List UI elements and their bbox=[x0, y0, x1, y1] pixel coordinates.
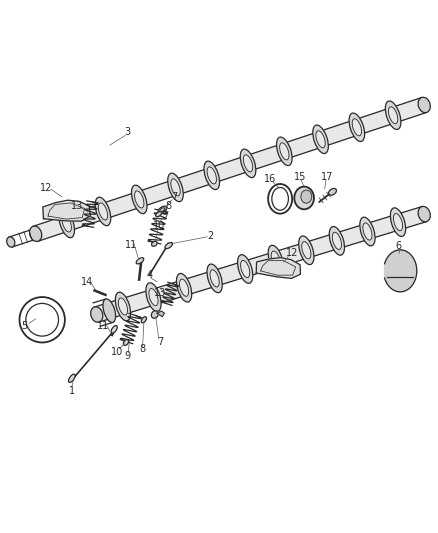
Ellipse shape bbox=[393, 214, 403, 231]
Text: 4: 4 bbox=[147, 270, 153, 280]
Circle shape bbox=[19, 297, 65, 343]
Ellipse shape bbox=[69, 374, 75, 382]
Ellipse shape bbox=[316, 131, 325, 148]
Circle shape bbox=[26, 303, 59, 336]
Ellipse shape bbox=[418, 206, 430, 222]
Ellipse shape bbox=[98, 203, 108, 220]
Polygon shape bbox=[256, 257, 300, 278]
Ellipse shape bbox=[268, 184, 292, 214]
Ellipse shape bbox=[349, 113, 364, 142]
Text: 17: 17 bbox=[321, 172, 333, 182]
Text: 16: 16 bbox=[265, 174, 277, 184]
Ellipse shape bbox=[385, 101, 401, 130]
Ellipse shape bbox=[141, 317, 146, 323]
Ellipse shape bbox=[95, 197, 111, 225]
Text: 5: 5 bbox=[21, 321, 27, 332]
Ellipse shape bbox=[389, 107, 398, 124]
Ellipse shape bbox=[237, 255, 253, 284]
Ellipse shape bbox=[207, 264, 222, 293]
Ellipse shape bbox=[168, 173, 183, 201]
Ellipse shape bbox=[244, 155, 253, 172]
Polygon shape bbox=[157, 311, 164, 317]
Ellipse shape bbox=[146, 283, 161, 311]
Polygon shape bbox=[95, 207, 427, 322]
Ellipse shape bbox=[276, 137, 292, 166]
Ellipse shape bbox=[124, 340, 129, 345]
Ellipse shape bbox=[62, 215, 71, 232]
Ellipse shape bbox=[279, 143, 289, 160]
Text: 10: 10 bbox=[153, 221, 165, 231]
Text: 3: 3 bbox=[124, 127, 131, 137]
Ellipse shape bbox=[171, 179, 180, 196]
Ellipse shape bbox=[91, 307, 103, 322]
Ellipse shape bbox=[240, 261, 250, 278]
Text: 7: 7 bbox=[157, 337, 163, 346]
Ellipse shape bbox=[240, 149, 256, 177]
Ellipse shape bbox=[152, 241, 157, 246]
Ellipse shape bbox=[299, 236, 314, 264]
Ellipse shape bbox=[7, 237, 15, 247]
Polygon shape bbox=[33, 98, 427, 241]
Polygon shape bbox=[43, 200, 90, 221]
Ellipse shape bbox=[151, 311, 158, 318]
Text: 11: 11 bbox=[125, 240, 137, 249]
Text: 9: 9 bbox=[161, 211, 167, 221]
Ellipse shape bbox=[136, 258, 144, 264]
Text: 12: 12 bbox=[40, 183, 53, 193]
Ellipse shape bbox=[352, 119, 361, 136]
Ellipse shape bbox=[332, 232, 342, 249]
Ellipse shape bbox=[313, 125, 328, 154]
Ellipse shape bbox=[134, 191, 144, 208]
Ellipse shape bbox=[271, 251, 280, 268]
Ellipse shape bbox=[155, 212, 162, 217]
Ellipse shape bbox=[363, 223, 372, 240]
Ellipse shape bbox=[302, 241, 311, 259]
Ellipse shape bbox=[149, 288, 158, 306]
Text: 14: 14 bbox=[81, 277, 93, 287]
Ellipse shape bbox=[301, 190, 312, 203]
Ellipse shape bbox=[131, 185, 147, 214]
Ellipse shape bbox=[272, 188, 288, 210]
Text: 8: 8 bbox=[140, 344, 146, 354]
Ellipse shape bbox=[329, 227, 345, 255]
Text: 2: 2 bbox=[207, 231, 213, 241]
Text: 12: 12 bbox=[286, 248, 299, 259]
Ellipse shape bbox=[115, 292, 131, 321]
Text: 6: 6 bbox=[395, 240, 401, 251]
Ellipse shape bbox=[103, 299, 116, 322]
Text: 13: 13 bbox=[154, 288, 166, 298]
Ellipse shape bbox=[160, 208, 165, 212]
Text: 9: 9 bbox=[124, 351, 131, 361]
Ellipse shape bbox=[390, 208, 406, 237]
Ellipse shape bbox=[165, 243, 173, 248]
Ellipse shape bbox=[118, 298, 127, 315]
Text: 7: 7 bbox=[171, 192, 177, 201]
Text: 13: 13 bbox=[71, 201, 83, 211]
Ellipse shape bbox=[158, 206, 166, 213]
Ellipse shape bbox=[180, 279, 189, 296]
Ellipse shape bbox=[29, 226, 42, 241]
Ellipse shape bbox=[294, 187, 314, 209]
Ellipse shape bbox=[111, 326, 117, 333]
Ellipse shape bbox=[177, 273, 192, 302]
Text: 1: 1 bbox=[69, 386, 75, 396]
Text: 15: 15 bbox=[294, 172, 307, 182]
Text: 8: 8 bbox=[166, 201, 172, 211]
Ellipse shape bbox=[59, 209, 74, 238]
Ellipse shape bbox=[360, 217, 375, 246]
Ellipse shape bbox=[210, 270, 219, 287]
Ellipse shape bbox=[204, 161, 219, 190]
Ellipse shape bbox=[207, 167, 216, 184]
Text: 10: 10 bbox=[111, 346, 124, 357]
Polygon shape bbox=[385, 250, 417, 292]
Ellipse shape bbox=[268, 245, 283, 274]
Text: 11: 11 bbox=[97, 321, 110, 332]
Ellipse shape bbox=[418, 97, 430, 112]
Ellipse shape bbox=[328, 189, 336, 195]
